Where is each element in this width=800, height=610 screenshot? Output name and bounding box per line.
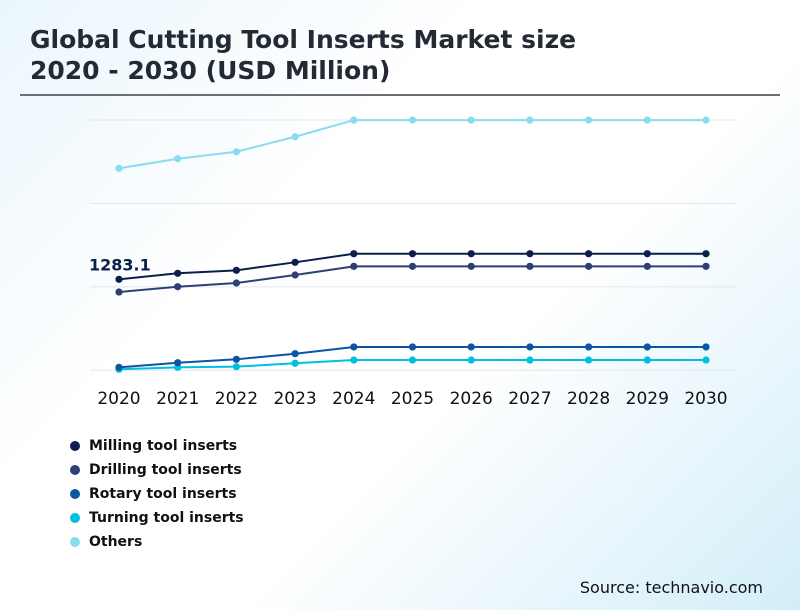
data-point bbox=[702, 262, 710, 270]
legend-item: Rotary tool inserts bbox=[70, 482, 244, 506]
data-point bbox=[115, 363, 123, 371]
legend-item: Milling tool inserts bbox=[70, 434, 244, 458]
title-divider bbox=[20, 94, 780, 96]
data-point bbox=[232, 363, 240, 371]
title-line-1: Global Cutting Tool Inserts Market size bbox=[30, 25, 577, 54]
data-point bbox=[702, 356, 710, 364]
data-point bbox=[115, 288, 123, 296]
legend-dot-icon bbox=[70, 465, 80, 475]
series-line-drilling-tool-inserts bbox=[118, 265, 706, 294]
legend-dot-icon bbox=[70, 513, 80, 523]
data-point bbox=[585, 356, 593, 364]
data-label: 1283.1 bbox=[89, 255, 151, 274]
x-tick-label: 2021 bbox=[156, 389, 199, 409]
data-point bbox=[702, 343, 710, 351]
data-point bbox=[408, 343, 417, 351]
title-line-2: 2020 - 2030 (USD Million) bbox=[30, 56, 391, 85]
data-point bbox=[350, 343, 358, 351]
legend-dot-icon bbox=[70, 441, 80, 451]
data-point bbox=[350, 250, 358, 258]
legend-dot-icon bbox=[70, 489, 80, 499]
data-point bbox=[585, 262, 593, 270]
x-tick-label: 2027 bbox=[508, 389, 551, 409]
x-tick-label: 2024 bbox=[332, 389, 375, 409]
data-point bbox=[350, 356, 358, 364]
data-point bbox=[702, 116, 710, 124]
data-point bbox=[174, 155, 182, 163]
data-point bbox=[408, 250, 417, 258]
data-point bbox=[467, 262, 475, 270]
source-label: Source: technavio.com bbox=[579, 578, 763, 597]
data-point bbox=[702, 250, 710, 258]
x-tick-label: 2025 bbox=[391, 389, 434, 409]
x-tick-label: 2023 bbox=[273, 389, 316, 409]
data-point bbox=[408, 116, 417, 124]
data-point bbox=[174, 359, 182, 367]
x-tick-label: 2020 bbox=[97, 389, 140, 409]
data-point bbox=[232, 279, 240, 287]
legend-label: Rotary tool inserts bbox=[89, 486, 237, 502]
data-point bbox=[115, 275, 123, 283]
data-point bbox=[526, 356, 534, 364]
legend-label: Drilling tool inserts bbox=[89, 462, 242, 478]
data-point bbox=[232, 266, 240, 274]
data-point bbox=[232, 148, 240, 156]
chart-title: Global Cutting Tool Inserts Market size … bbox=[30, 24, 576, 86]
data-point bbox=[350, 262, 358, 270]
data-point bbox=[467, 356, 475, 364]
series-line-others bbox=[118, 119, 706, 170]
data-point bbox=[643, 343, 651, 351]
data-point bbox=[467, 343, 475, 351]
data-point bbox=[585, 116, 593, 124]
data-point bbox=[643, 262, 651, 270]
data-point bbox=[291, 359, 299, 367]
x-tick-label: 2026 bbox=[450, 389, 493, 409]
data-point bbox=[526, 262, 534, 270]
data-point bbox=[174, 269, 182, 277]
x-tick-label: 2029 bbox=[626, 389, 669, 409]
legend-label: Milling tool inserts bbox=[89, 438, 238, 454]
data-point bbox=[643, 356, 651, 364]
legend-item: Drilling tool inserts bbox=[70, 458, 244, 482]
data-point bbox=[585, 250, 593, 258]
x-tick-label: 2030 bbox=[684, 389, 727, 409]
legend-label: Turning tool inserts bbox=[89, 510, 244, 526]
data-point bbox=[467, 250, 475, 258]
data-point bbox=[408, 262, 417, 270]
data-point bbox=[585, 343, 593, 351]
x-tick-label: 2022 bbox=[215, 389, 258, 409]
data-point bbox=[643, 116, 651, 124]
data-point bbox=[291, 258, 299, 266]
legend-item: Turning tool inserts bbox=[70, 506, 244, 530]
data-point bbox=[232, 355, 240, 363]
data-point bbox=[291, 271, 299, 279]
data-point bbox=[350, 116, 358, 124]
legend-label: Others bbox=[89, 534, 143, 550]
data-point bbox=[643, 250, 651, 258]
data-point bbox=[291, 350, 299, 358]
data-point bbox=[408, 356, 417, 364]
data-point bbox=[291, 133, 299, 141]
legend-item: Others bbox=[70, 530, 244, 554]
data-point bbox=[526, 250, 534, 258]
x-tick-label: 2028 bbox=[567, 389, 610, 409]
data-point bbox=[526, 116, 534, 124]
data-point bbox=[115, 164, 123, 172]
data-point bbox=[526, 343, 534, 351]
data-point bbox=[174, 283, 182, 291]
legend-dot-icon bbox=[70, 537, 80, 547]
data-point bbox=[467, 116, 475, 124]
legend: Milling tool inserts Drilling tool insert… bbox=[70, 434, 244, 554]
